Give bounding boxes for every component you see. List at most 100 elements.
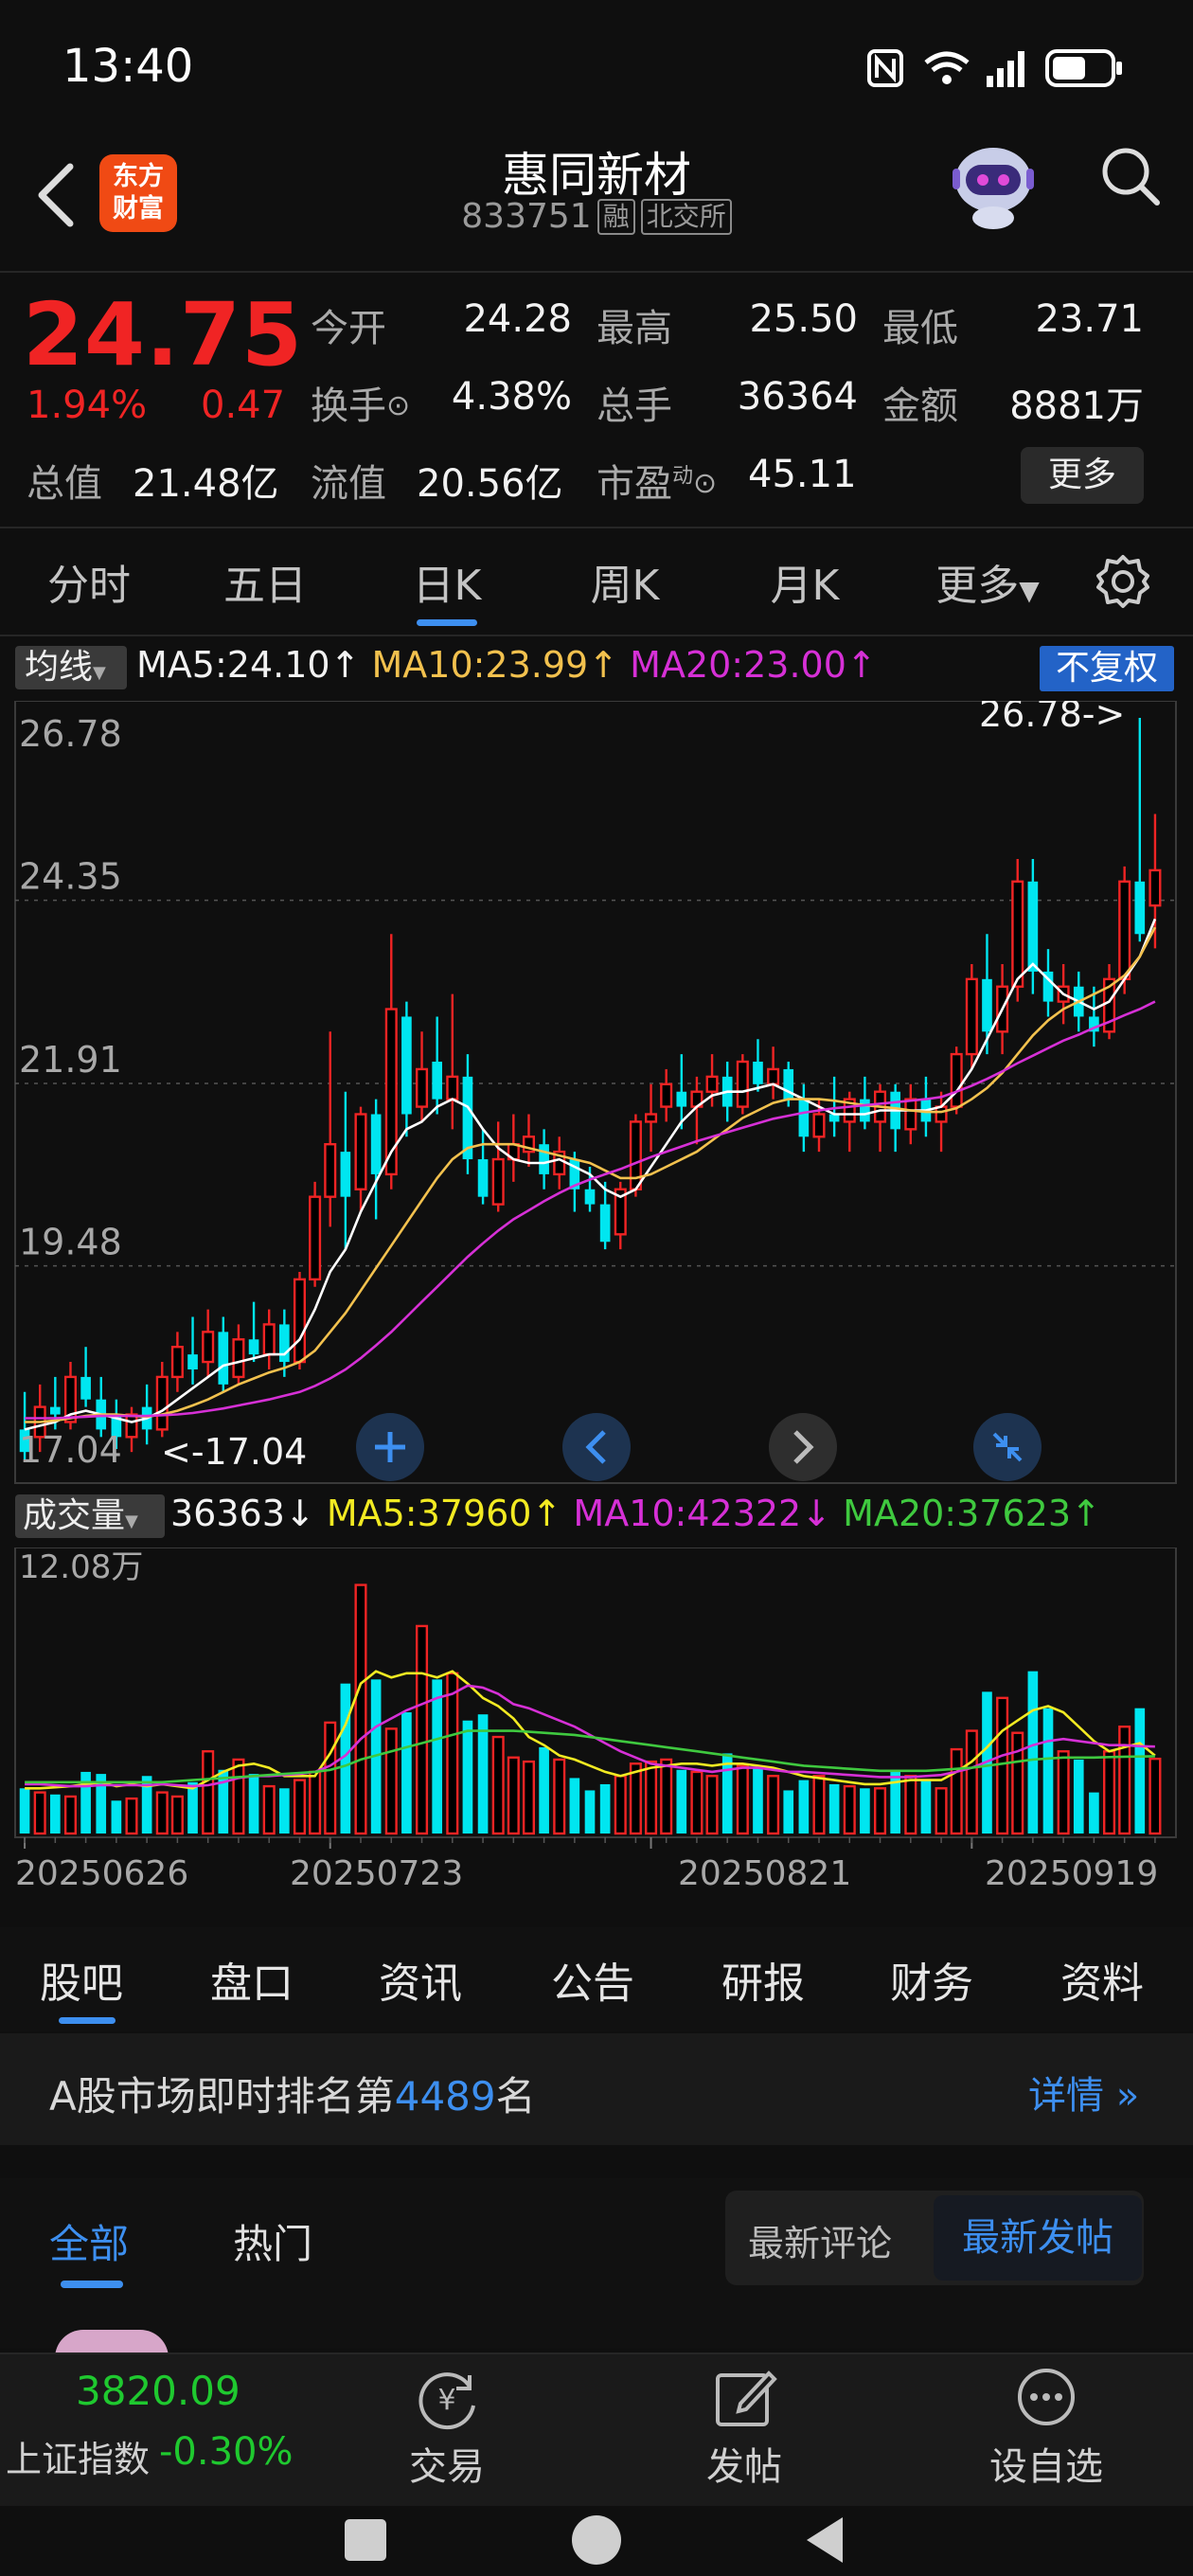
volume-chart[interactable]: 12.08万 20250626 20250723 20250821 20250919 (0, 1547, 1193, 1923)
candle (1134, 718, 1146, 942)
logo-text-line2: 财富 (113, 194, 164, 224)
candle (218, 1316, 229, 1392)
volume-bar (218, 1769, 229, 1834)
volume-bar (170, 1795, 184, 1835)
candle (170, 1332, 184, 1392)
index-change: -0.30% (159, 2430, 294, 2474)
candle (736, 1054, 749, 1115)
tab-forum[interactable]: 股吧 (40, 1959, 123, 2008)
candle (522, 1114, 535, 1167)
volume-bar (860, 1788, 870, 1834)
index-name: 上证指数 (6, 2439, 151, 2480)
nav-add-watchlist[interactable]: 设自选 (989, 2445, 1103, 2489)
gear-icon[interactable] (1095, 553, 1151, 610)
tab-more[interactable]: 更多▼ (935, 562, 1040, 610)
tab-five-day[interactable]: 五日 (223, 562, 307, 610)
ma20-legend: MA20:23.00↑ (630, 644, 877, 686)
pe-label[interactable]: 市盈动⊙ (596, 462, 718, 506)
ma-legend: MA5:24.10↑ MA10:23.99↑ MA20:23.00↑ (136, 644, 877, 686)
system-nav-buttons[interactable] (341, 2512, 852, 2568)
open-value: 24.28 (463, 297, 572, 341)
candle (982, 934, 992, 1055)
adjust-mode-button[interactable]: 不复权 (1040, 646, 1174, 691)
nav-trade[interactable]: 交易 (409, 2445, 485, 2489)
pct-change: 1.94% (27, 384, 148, 427)
tab-profile[interactable]: 资料 (1060, 1959, 1144, 2008)
candle (828, 1076, 840, 1137)
tab-daily-k[interactable]: 日K (412, 562, 482, 610)
dropdown-arrow-icon: ▼ (93, 663, 106, 683)
x-axis-label: 20250626 (15, 1854, 188, 1893)
volume-bar (996, 1696, 1009, 1835)
turnover-label[interactable]: 换手⊙ (311, 385, 411, 428)
candles (19, 718, 1162, 1460)
volume-bar (783, 1790, 794, 1834)
volume-bar (125, 1797, 138, 1835)
filter-hot[interactable]: 热门 (233, 2221, 313, 2267)
ma-type-selector[interactable]: 均线▼ (15, 646, 127, 689)
volume-bar (279, 1788, 290, 1834)
candle (370, 1099, 382, 1220)
candle (19, 1391, 30, 1460)
candle (920, 1076, 932, 1137)
price-axis-label: 21.91 (19, 1039, 122, 1081)
x-axis-label: 20250821 (678, 1854, 851, 1893)
volume-bar (462, 1720, 473, 1834)
candle (309, 1181, 322, 1287)
scroll-left-button[interactable] (562, 1413, 631, 1481)
tab-orderbook[interactable]: 盘口 (210, 1959, 294, 2008)
double-chevron-right-icon: » (1104, 2074, 1140, 2118)
sort-latest-post[interactable]: 最新发帖 (934, 2195, 1142, 2281)
candle (965, 963, 978, 1069)
back-icon[interactable] (30, 161, 83, 229)
volume-current: 36363↓ (170, 1493, 315, 1534)
tab-news[interactable]: 资讯 (379, 1959, 462, 2008)
tab-announcements[interactable]: 公告 (551, 1959, 634, 2008)
volume-bar (753, 1767, 763, 1834)
candle (262, 1309, 276, 1369)
tab-weekly-k[interactable]: 周K (590, 562, 660, 610)
app-logo[interactable]: 东方 财富 (99, 154, 177, 232)
candle (324, 1031, 337, 1227)
candle (446, 993, 459, 1130)
stock-code: 833751 (461, 197, 592, 236)
more-button[interactable]: 更多 (1021, 447, 1144, 504)
volume-bar (19, 1788, 30, 1834)
home-button (572, 2515, 621, 2565)
filter-all[interactable]: 全部 (49, 2221, 130, 2267)
robot-assistant-icon[interactable] (947, 140, 1040, 231)
tab-financials[interactable]: 财务 (890, 1959, 973, 2008)
post-edit-icon[interactable] (712, 2366, 778, 2432)
rank-detail-link[interactable]: 详情 » (1028, 2074, 1140, 2118)
index-value[interactable]: 3820.09 (76, 2368, 240, 2414)
sort-latest-comment[interactable]: 最新评论 (748, 2223, 893, 2264)
status-icons (867, 49, 1122, 87)
volume-bar (340, 1683, 351, 1834)
volume-bar (354, 1583, 367, 1835)
battery-icon (1045, 49, 1122, 87)
tab-intraday[interactable]: 分时 (47, 562, 131, 610)
trade-icon[interactable]: ¥ (411, 2364, 483, 2436)
volume-bar (324, 1721, 337, 1835)
tab-research[interactable]: 研报 (721, 1959, 805, 2008)
volume-bar (1118, 1726, 1131, 1835)
logo-text-line1: 东方 (113, 162, 164, 191)
volume-bar (416, 1624, 429, 1835)
open-label: 今开 (311, 307, 386, 350)
scroll-right-button[interactable] (769, 1413, 837, 1481)
candlestick-chart[interactable]: 26.78 24.35 21.91 19.48 17.04 26.78-> <-17.0… (0, 701, 1193, 1487)
tab-monthly-k[interactable]: 月K (770, 562, 840, 610)
zoom-in-button[interactable] (356, 1413, 424, 1481)
volume-bar (890, 1769, 900, 1834)
volume-bar (1042, 1708, 1054, 1834)
more-options-icon[interactable] (1015, 2366, 1077, 2428)
search-icon[interactable] (1098, 144, 1163, 208)
volume-indicator-selector[interactable]: 成交量▼ (15, 1494, 165, 1538)
nav-post[interactable]: 发帖 (706, 2445, 782, 2489)
candle (279, 1309, 290, 1377)
candle (293, 1271, 306, 1369)
volume-bar (1103, 1750, 1116, 1835)
candle (507, 1114, 520, 1182)
zoom-out-button[interactable] (973, 1413, 1042, 1481)
candle (676, 1054, 687, 1130)
